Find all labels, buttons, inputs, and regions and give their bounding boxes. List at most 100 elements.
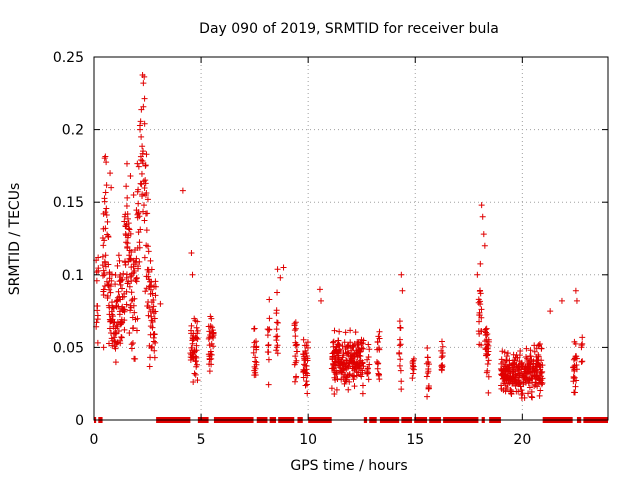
data-point xyxy=(127,230,134,237)
x-axis-ticks: 0 5 10 15 20 xyxy=(90,57,531,448)
data-point xyxy=(126,283,133,290)
data-point xyxy=(529,394,536,401)
data-point xyxy=(114,262,121,269)
data-point xyxy=(534,383,541,390)
data-point xyxy=(398,271,405,278)
data-point xyxy=(266,326,273,333)
data-point xyxy=(353,365,360,372)
x-tick-label: 20 xyxy=(513,432,531,448)
data-point xyxy=(365,341,372,348)
data-point xyxy=(359,340,366,347)
data-point xyxy=(142,180,149,187)
chart-title: Day 090 of 2019, SRMTID for receiver bul… xyxy=(199,21,499,37)
data-point xyxy=(300,336,307,343)
data-point xyxy=(572,340,579,347)
data-point xyxy=(573,366,580,373)
data-point xyxy=(516,380,523,387)
data-point xyxy=(103,182,110,189)
data-point xyxy=(538,381,545,388)
data-point xyxy=(94,312,101,319)
data-point xyxy=(101,237,108,244)
data-point xyxy=(477,301,484,308)
data-point xyxy=(136,239,143,246)
data-point xyxy=(117,271,124,278)
data-point xyxy=(151,331,158,338)
data-point xyxy=(146,363,153,370)
data-point xyxy=(134,160,141,167)
data-point xyxy=(512,368,519,375)
data-point xyxy=(397,325,404,332)
data-point xyxy=(366,361,373,368)
data-point xyxy=(143,151,150,158)
data-point xyxy=(125,278,132,285)
data-point xyxy=(126,329,133,336)
data-point xyxy=(122,261,129,268)
data-point xyxy=(102,225,109,232)
data-point xyxy=(148,266,155,273)
data-point xyxy=(193,361,200,368)
data-point xyxy=(303,378,310,385)
data-point xyxy=(131,295,138,302)
data-point xyxy=(105,261,112,268)
data-point xyxy=(304,355,311,362)
data-point xyxy=(398,386,405,393)
data-point xyxy=(142,162,149,169)
data-point xyxy=(504,350,511,357)
data-point xyxy=(375,372,382,379)
data-point xyxy=(123,271,130,278)
y-axis-label: SRMTID / TECUs xyxy=(7,183,23,296)
x-tick-label: 10 xyxy=(299,432,317,448)
data-point xyxy=(140,103,147,110)
data-point xyxy=(123,183,130,190)
data-point xyxy=(141,120,148,127)
data-point xyxy=(194,318,201,325)
data-point xyxy=(130,325,137,332)
data-point xyxy=(480,231,487,238)
data-point xyxy=(573,355,580,362)
data-point xyxy=(474,271,481,278)
data-point xyxy=(124,194,131,201)
data-point xyxy=(193,324,200,331)
data-point xyxy=(410,370,417,377)
data-point xyxy=(523,345,530,352)
data-point xyxy=(194,327,201,334)
data-point xyxy=(342,329,349,336)
data-point xyxy=(274,342,281,349)
data-point xyxy=(100,242,107,249)
data-point xyxy=(132,355,139,362)
data-point xyxy=(347,327,354,334)
plot-frame xyxy=(93,56,609,421)
data-point xyxy=(526,384,533,391)
data-point xyxy=(138,170,145,177)
data-point xyxy=(409,375,416,382)
data-point xyxy=(579,340,586,347)
data-point xyxy=(336,328,343,335)
data-point xyxy=(145,273,152,280)
data-point xyxy=(425,361,432,368)
data-point xyxy=(571,389,578,396)
data-point xyxy=(293,341,300,348)
data-point xyxy=(347,339,354,346)
data-point xyxy=(140,148,147,155)
data-point xyxy=(137,126,144,133)
data-point xyxy=(121,293,128,300)
data-point xyxy=(292,342,299,349)
data-point xyxy=(439,363,446,370)
data-point xyxy=(398,378,405,385)
data-point xyxy=(274,266,281,273)
y-tick-label: 0.1 xyxy=(62,268,84,284)
data-point xyxy=(397,356,404,363)
data-point xyxy=(511,376,518,383)
data-point xyxy=(118,334,125,341)
data-point xyxy=(210,330,217,337)
data-point xyxy=(478,202,485,209)
data-point xyxy=(141,73,148,80)
data-point xyxy=(117,281,124,288)
data-point xyxy=(143,227,150,234)
data-point xyxy=(578,344,585,351)
x-tick-label: 15 xyxy=(406,432,424,448)
data-point xyxy=(100,344,107,351)
data-point xyxy=(140,202,147,209)
data-point xyxy=(191,370,198,377)
data-point xyxy=(274,350,281,357)
